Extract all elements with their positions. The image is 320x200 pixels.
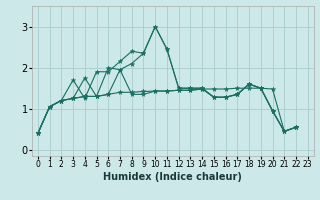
- X-axis label: Humidex (Indice chaleur): Humidex (Indice chaleur): [103, 172, 242, 182]
